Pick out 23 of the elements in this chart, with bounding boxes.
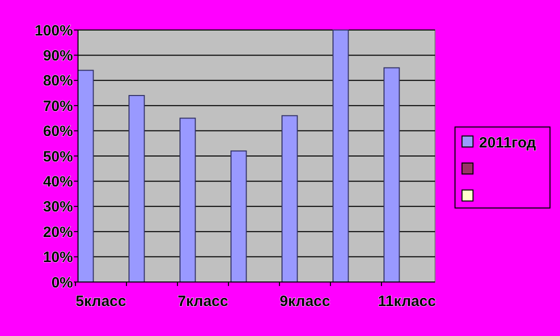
y-tick-label: 70% <box>42 98 73 115</box>
x-tick-label: 7класс <box>178 293 228 310</box>
legend-label: 2011год <box>479 134 537 152</box>
y-tick-label: 50% <box>42 148 73 166</box>
bar <box>180 118 196 282</box>
y-tick-label: 0% <box>51 274 73 292</box>
bar <box>332 30 349 282</box>
y-tick-label: 40% <box>42 173 73 190</box>
x-tick-label: 11класс <box>378 293 436 310</box>
x-tick-label: 5класс <box>76 293 126 310</box>
y-tick-label: 10% <box>42 249 73 266</box>
bar <box>230 150 247 282</box>
x-tick-label: 9класс <box>280 293 330 310</box>
y-tick-label: 90% <box>42 47 73 64</box>
bar <box>384 67 400 282</box>
y-tick-label: 60% <box>42 123 73 140</box>
y-tick-label: 30% <box>42 198 73 216</box>
y-tick-label: 100% <box>34 22 73 40</box>
bar <box>78 70 94 282</box>
y-tick-label: 20% <box>42 224 73 241</box>
bar <box>282 115 298 282</box>
bar <box>128 95 145 282</box>
y-tick-label: 80% <box>42 72 73 90</box>
